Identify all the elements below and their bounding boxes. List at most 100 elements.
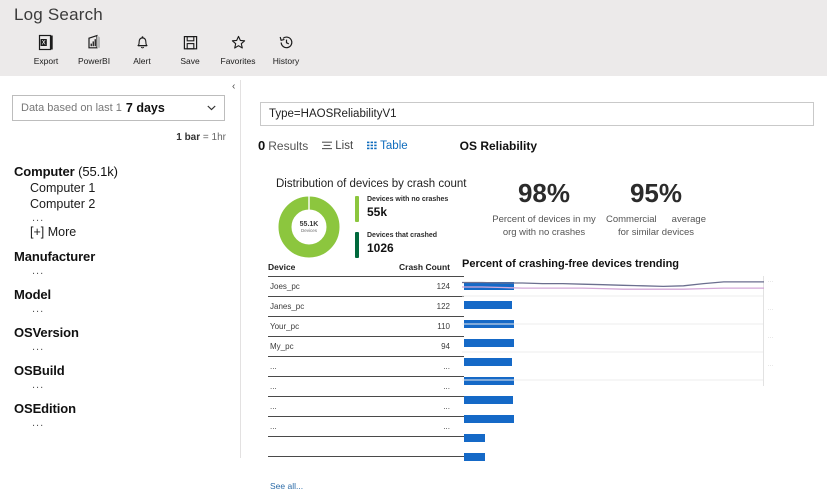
facet-header-manufacturer[interactable]: Manufacturer bbox=[14, 249, 96, 264]
bar-cell bbox=[464, 428, 514, 447]
chevron-down-icon bbox=[207, 103, 216, 114]
table-row[interactable]: Janes_pc 122 bbox=[268, 296, 464, 316]
legend-label-crashed: Devices that crashed bbox=[367, 232, 438, 239]
tab-table[interactable]: Table bbox=[367, 140, 408, 152]
crash-bar bbox=[464, 300, 512, 309]
legend-swatch-crashed bbox=[355, 232, 359, 258]
legend-label-no-crashes: Devices with no crashes bbox=[367, 196, 449, 203]
filter-sidebar: Data based on last 1 7 days 1 bar = 1hr … bbox=[0, 76, 240, 458]
crash-bar bbox=[464, 452, 485, 461]
crash-bar bbox=[464, 395, 513, 404]
history-button[interactable]: History bbox=[262, 32, 310, 66]
cell-device: ... bbox=[270, 422, 277, 431]
facet-header-computer[interactable]: Computer (55.1k) bbox=[14, 164, 234, 179]
facet-ellipsis-computer: ... bbox=[32, 212, 45, 224]
facet-header-osbuild[interactable]: OSBuild bbox=[14, 363, 65, 378]
results-count: 0 bbox=[258, 138, 266, 153]
facet-name-computer: Computer bbox=[14, 164, 75, 179]
column-header-crash-count: Crash Count bbox=[399, 262, 450, 272]
export-button[interactable]: X Export bbox=[22, 32, 70, 66]
bar-scale-note: 1 bar = 1hr bbox=[176, 132, 226, 143]
clock-history-icon bbox=[278, 32, 295, 52]
powerbi-icon bbox=[86, 32, 103, 52]
bar-cell bbox=[464, 333, 514, 352]
search-query-input[interactable]: Type=HAOSReliabilityV1 bbox=[260, 102, 814, 126]
facet-header-model[interactable]: Model bbox=[14, 287, 52, 302]
crash-bar bbox=[464, 357, 512, 366]
tab-list[interactable]: List bbox=[322, 140, 353, 152]
legend-item-no-crashes: Devices with no crashes 55k bbox=[355, 196, 448, 222]
crash-bar bbox=[464, 281, 514, 290]
page-title: Log Search bbox=[14, 5, 103, 24]
kpi-stats: 98% Percent of devices in my org with no… bbox=[488, 180, 712, 240]
save-button[interactable]: Save bbox=[166, 32, 214, 66]
kpi-commercial-average: 95% Commercial average for similar devic… bbox=[600, 180, 712, 240]
cell-device: Your_pc bbox=[270, 322, 300, 331]
facet-ellipsis-osedition: ... bbox=[32, 417, 45, 429]
bar-cell bbox=[464, 276, 514, 295]
facet-header-osversion[interactable]: OSVersion bbox=[14, 325, 79, 340]
facet-list: Computer (55.1k) Computer 1 Computer 2 .… bbox=[14, 154, 234, 429]
bar-cell bbox=[464, 447, 514, 466]
facet-count-computer: (55.1k) bbox=[78, 164, 118, 179]
column-header-device: Device bbox=[268, 262, 296, 272]
facet-more-computer[interactable]: [+] More bbox=[30, 225, 77, 239]
table-row[interactable]: Joes_pc 124 bbox=[268, 276, 464, 296]
cell-device: Janes_pc bbox=[270, 302, 305, 311]
donut-total-value: 55.1K bbox=[299, 220, 319, 228]
trend-chart: Percent of crashing-free devices trendin… bbox=[462, 258, 817, 388]
facet-header-osedition[interactable]: OSEdition bbox=[14, 401, 76, 416]
y-tick-label: ... bbox=[768, 362, 774, 368]
y-tick-label: ... bbox=[768, 334, 774, 340]
table-row[interactable]: Your_pc 110 bbox=[268, 316, 464, 336]
table-row[interactable] bbox=[268, 456, 464, 476]
alert-button[interactable]: Alert bbox=[118, 32, 166, 66]
table-row[interactable] bbox=[268, 436, 464, 456]
crash-distribution-donut: 55.1K Devices bbox=[278, 196, 340, 263]
cell-crash-count: ... bbox=[443, 362, 450, 371]
bar-cell bbox=[464, 409, 514, 428]
export-label: Export bbox=[33, 56, 59, 66]
excel-export-icon: X bbox=[38, 32, 55, 52]
see-all-link[interactable]: See all... bbox=[270, 481, 304, 491]
crash-bar bbox=[464, 433, 485, 442]
y-tick-label: ... bbox=[768, 306, 774, 312]
star-icon bbox=[230, 32, 247, 52]
facet-value-computer-1[interactable]: Computer 1 bbox=[30, 181, 96, 195]
kpi-org-value: 98% bbox=[517, 178, 571, 208]
favorites-button[interactable]: Favorites bbox=[214, 32, 262, 66]
powerbi-label: PowerBI bbox=[77, 56, 111, 66]
time-range-prefix: Data based on last 1 bbox=[21, 102, 122, 114]
table-row[interactable]: ... ... bbox=[268, 376, 464, 396]
bar-cell bbox=[464, 295, 514, 314]
powerbi-button[interactable]: PowerBI bbox=[70, 32, 118, 66]
bar-cell bbox=[464, 352, 514, 371]
cell-crash-count: 110 bbox=[437, 322, 450, 331]
distribution-title: Distribution of devices by crash count bbox=[276, 178, 467, 190]
cell-crash-count: ... bbox=[443, 422, 450, 431]
cell-crash-count: 122 bbox=[436, 302, 450, 311]
facet-ellipsis-osversion: ... bbox=[32, 341, 45, 353]
favorites-label: Favorites bbox=[220, 56, 256, 66]
facet-value-computer-2[interactable]: Computer 2 bbox=[30, 197, 96, 211]
cell-crash-count: ... bbox=[443, 402, 450, 411]
table-row[interactable]: ... ... bbox=[268, 416, 464, 436]
table-row[interactable]: ... ... bbox=[268, 356, 464, 376]
kpi-org-no-crashes: 98% Percent of devices in my org with no… bbox=[488, 180, 600, 240]
kpi-commercial-value: 95% bbox=[629, 178, 683, 208]
donut-legend: Devices with no crashes 55k Devices that… bbox=[355, 196, 448, 268]
time-range-select[interactable]: Data based on last 1 7 days bbox=[12, 95, 225, 121]
cell-crash-count: ... bbox=[443, 382, 450, 391]
collapse-sidebar-button[interactable]: ‹ bbox=[232, 81, 236, 92]
results-toolbar: 0 Results List bbox=[258, 138, 537, 153]
facet-osbuild: OSBuild ... bbox=[14, 363, 234, 391]
cell-crash-count: 124 bbox=[436, 282, 450, 291]
bar-scale-value: 1 bar bbox=[176, 132, 201, 143]
table-row[interactable]: My_pc 94 bbox=[268, 336, 464, 356]
facet-ellipsis-osbuild: ... bbox=[32, 379, 45, 391]
table-row[interactable]: ... ... bbox=[268, 396, 464, 416]
kpi-commercial-caption: Commercial average for similar devices bbox=[606, 214, 706, 238]
facet-ellipsis-model: ... bbox=[32, 303, 45, 315]
facet-osedition: OSEdition ... bbox=[14, 401, 234, 429]
trend-y-axis-ticks: ... ... ... ... bbox=[766, 258, 806, 368]
